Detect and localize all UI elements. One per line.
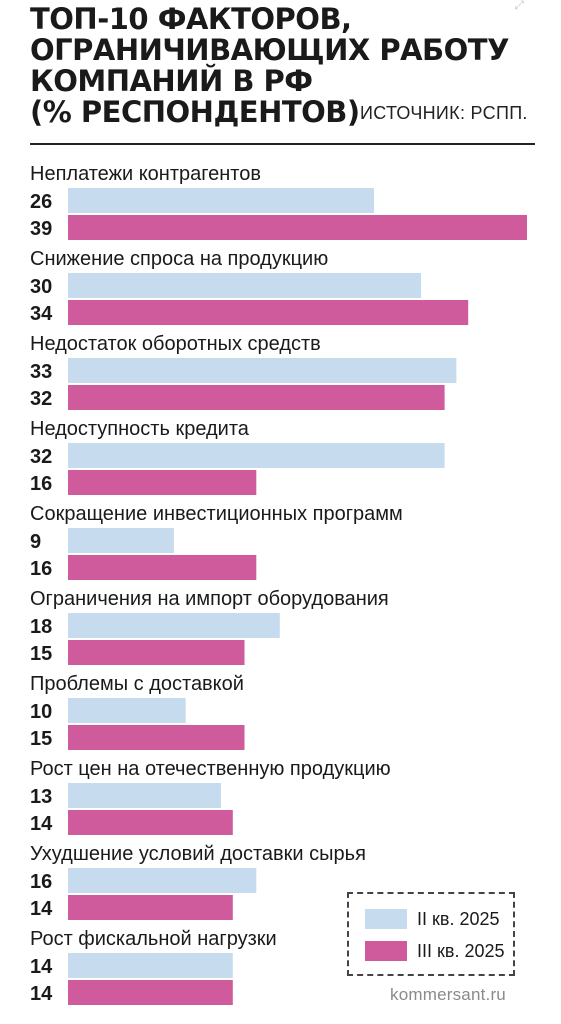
value-label: 14 xyxy=(30,983,53,1005)
category-label: Проблемы с доставкой xyxy=(30,673,244,695)
bar-q3 xyxy=(68,895,233,920)
title-line-4: (% РЕСПОНДЕНТОВ) xyxy=(30,95,360,129)
bar-q3 xyxy=(68,980,233,1005)
value-label: 18 xyxy=(30,616,52,638)
bar-q3 xyxy=(68,215,527,240)
bar-q3 xyxy=(68,555,257,580)
source-note: ИСТОЧНИК: РСПП. xyxy=(360,103,528,123)
category-label: Недоступность кредита xyxy=(30,418,250,440)
value-label: 32 xyxy=(30,388,52,410)
value-label: 14 xyxy=(30,956,53,978)
category-label: Ухудшение условий доставки сырья xyxy=(30,843,366,865)
value-label: 14 xyxy=(30,898,53,920)
value-label: 16 xyxy=(30,871,52,893)
bar-q3 xyxy=(68,470,257,495)
category-label: Недостаток оборотных средств xyxy=(30,333,321,355)
bar-q3 xyxy=(68,300,469,325)
bar-q2 xyxy=(68,783,221,808)
bar-q3 xyxy=(68,810,233,835)
category-label: Снижение спроса на продукцию xyxy=(30,248,328,270)
title-line-1: ТОП-10 ФАКТОРОВ, xyxy=(30,2,352,36)
category-label: Неплатежи контрагентов xyxy=(30,163,261,185)
value-label: 33 xyxy=(30,361,52,383)
bar-q2 xyxy=(68,358,457,383)
expand-icon[interactable]: ⤢ xyxy=(514,0,524,12)
value-label: 14 xyxy=(30,813,53,835)
bar-q2 xyxy=(68,443,445,468)
value-label: 10 xyxy=(30,701,52,723)
bar-q3 xyxy=(68,725,245,750)
value-label: 9 xyxy=(30,531,41,553)
category-label: Рост фискальной нагрузки xyxy=(30,928,277,950)
value-label: 30 xyxy=(30,276,52,298)
category-label: Сокращение инвестиционных программ xyxy=(30,503,403,525)
bar-q2 xyxy=(68,953,233,978)
bar-q2 xyxy=(68,528,174,553)
bar-q2 xyxy=(68,188,374,213)
value-label: 32 xyxy=(30,446,52,468)
legend-swatch-q3 xyxy=(365,941,407,961)
bar-q2 xyxy=(68,698,186,723)
legend-label-q3: III кв. 2025 xyxy=(417,941,505,961)
value-label: 34 xyxy=(30,303,53,325)
legend-label-q2: II кв. 2025 xyxy=(417,909,500,929)
bar-q2 xyxy=(68,273,422,298)
bar-q2 xyxy=(68,613,280,638)
category-label: Рост цен на отечественную продукцию xyxy=(30,758,391,780)
title-line-3: КОМПАНИЙ В РФ xyxy=(30,64,313,98)
chart-title: ТОП-10 ФАКТОРОВ, ОГРАНИЧИВАЮЩИХ РАБОТУ К… xyxy=(30,4,530,128)
bar-q2 xyxy=(68,868,257,893)
category-label: Ограничения на импорт оборудования xyxy=(30,588,389,610)
value-label: 26 xyxy=(30,191,52,213)
value-label: 15 xyxy=(30,643,52,665)
title-line-2: ОГРАНИЧИВАЮЩИХ РАБОТУ xyxy=(30,33,509,67)
site-credit: kommersant.ru xyxy=(390,985,506,1004)
chart-legend: II кв. 2025 III кв. 2025 xyxy=(347,892,515,976)
value-label: 16 xyxy=(30,558,52,580)
bar-q3 xyxy=(68,640,245,665)
value-label: 15 xyxy=(30,728,52,750)
bar-q3 xyxy=(68,385,445,410)
value-label: 39 xyxy=(30,218,52,240)
value-label: 16 xyxy=(30,473,52,495)
value-label: 13 xyxy=(30,786,52,808)
legend-swatch-q2 xyxy=(365,909,407,929)
title-divider xyxy=(30,143,535,145)
